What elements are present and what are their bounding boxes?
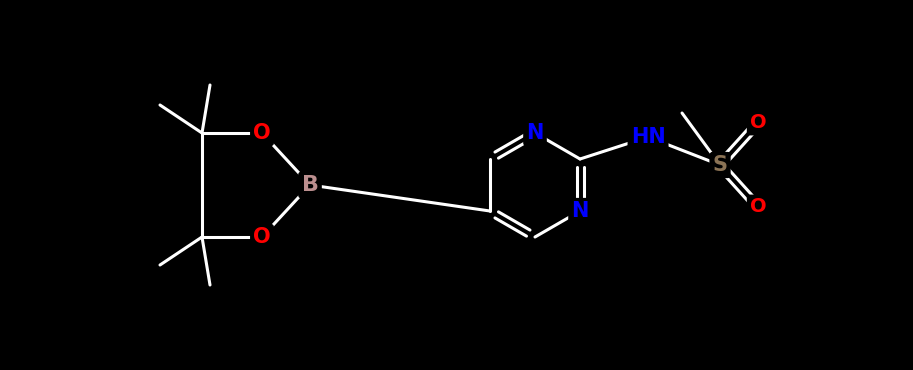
Text: HN: HN (631, 127, 666, 147)
Text: B: B (301, 175, 319, 195)
Text: S: S (712, 155, 728, 175)
Text: O: O (253, 123, 271, 143)
Text: O: O (253, 227, 271, 247)
Text: O: O (750, 114, 766, 132)
Text: N: N (572, 201, 589, 221)
Text: N: N (526, 123, 543, 143)
Text: O: O (750, 198, 766, 216)
